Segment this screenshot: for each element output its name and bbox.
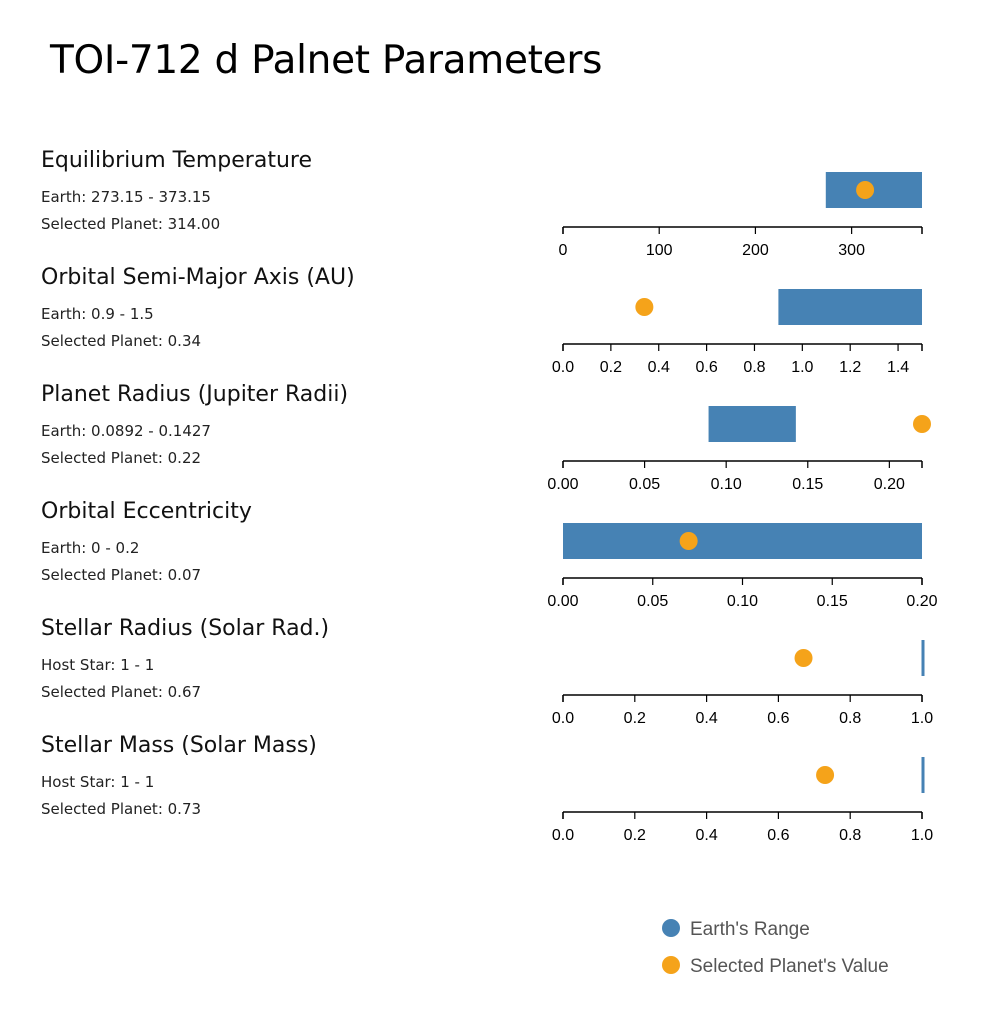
tick-label: 0.10 (711, 476, 742, 493)
parameter-range-text: Earth: 0 - 0.2 (41, 539, 140, 557)
parameter-value-text: Selected Planet: 0.07 (41, 566, 202, 584)
tick-label: 0.2 (624, 710, 646, 727)
legend-range-swatch (662, 919, 680, 937)
tick-label: 0.00 (547, 593, 578, 610)
parameter-value-text: Selected Planet: 0.22 (41, 449, 202, 467)
parameter-range-text: Earth: 0.0892 - 0.1427 (41, 422, 211, 440)
range-bar (708, 406, 796, 442)
tick-label: 0.6 (767, 710, 789, 727)
tick-label: 0.2 (600, 359, 622, 376)
value-dot (913, 415, 931, 433)
parameter-name: Orbital Semi-Major Axis (AU) (41, 265, 355, 290)
parameter-name: Planet Radius (Jupiter Radii) (41, 382, 349, 407)
parameter-value-text: Selected Planet: 314.00 (41, 215, 221, 233)
tick-label: 0.8 (743, 359, 765, 376)
tick-label: 0.15 (792, 476, 823, 493)
legend-value-swatch (662, 956, 680, 974)
value-dot (679, 532, 698, 550)
parameter-value-text: Selected Planet: 0.67 (41, 683, 202, 701)
tick-label: 1.0 (791, 359, 813, 376)
tick-label: 200 (742, 242, 769, 259)
parameter-name: Stellar Mass (Solar Mass) (41, 733, 317, 758)
parameter-value-text: Selected Planet: 0.73 (41, 800, 202, 818)
parameter-block: Planet Radius (Jupiter Radii) Earth: 0.08… (41, 382, 521, 472)
range-bar (563, 523, 922, 559)
parameter-range-text: Earth: 0.9 - 1.5 (41, 305, 154, 323)
tick-label: 0.05 (629, 476, 660, 493)
tick-label: 0.4 (695, 710, 717, 727)
parameter-range-text: Earth: 273.15 - 373.15 (41, 188, 211, 206)
parameter-range-text: Host Star: 1 - 1 (41, 773, 155, 791)
tick-label: 0.4 (695, 827, 717, 844)
tick-label: 0.6 (767, 827, 789, 844)
parameter-block: Orbital Semi-Major Axis (AU) Earth: 0.9 -… (41, 265, 521, 355)
parameter-block: Orbital Eccentricity Earth: 0 - 0.2 Select… (41, 499, 521, 589)
tick-label: 0.8 (839, 710, 861, 727)
tick-label: 0.2 (624, 827, 646, 844)
tick-label: 1.2 (839, 359, 861, 376)
range-bar (921, 640, 925, 676)
range-bar (778, 289, 922, 325)
tick-label: 1.4 (887, 359, 909, 376)
tick-label: 0 (559, 242, 568, 259)
tick-label: 0.05 (637, 593, 668, 610)
tick-label: 100 (646, 242, 673, 259)
parameter-name: Orbital Eccentricity (41, 499, 252, 524)
value-dot (816, 766, 835, 784)
range-bar (921, 757, 925, 793)
tick-label: 0.20 (906, 593, 937, 610)
tick-label: 0.15 (817, 593, 848, 610)
tick-label: 300 (838, 242, 865, 259)
parameter-block: Stellar Radius (Solar Rad.) Host Star: 1 … (41, 616, 521, 706)
tick-label: 0.4 (648, 359, 670, 376)
legend-value-label: Selected Planet's Value (690, 956, 889, 977)
parameter-value-text: Selected Planet: 0.34 (41, 332, 202, 350)
page-title: TOI-712 d Palnet Parameters (50, 38, 603, 83)
parameter-name: Stellar Radius (Solar Rad.) (41, 616, 330, 641)
tick-label: 0.10 (727, 593, 758, 610)
tick-label: 1.0 (911, 827, 933, 844)
parameter-block: Stellar Mass (Solar Mass) Host Star: 1 - … (41, 733, 521, 823)
tick-label: 0.0 (552, 827, 574, 844)
value-dot (635, 298, 654, 316)
tick-label: 0.0 (552, 710, 574, 727)
tick-label: 0.8 (839, 827, 861, 844)
tick-label: 0.00 (547, 476, 578, 493)
legend-range-label: Earth's Range (690, 919, 810, 940)
tick-label: 1.0 (911, 710, 933, 727)
tick-label: 0.6 (695, 359, 717, 376)
parameter-block: Equilibrium Temperature Earth: 273.15 - 3… (41, 148, 521, 238)
tick-label: 0.20 (874, 476, 905, 493)
parameter-name: Equilibrium Temperature (41, 148, 312, 173)
tick-label: 0.0 (552, 359, 574, 376)
value-dot (794, 649, 813, 667)
value-dot (856, 181, 875, 199)
parameter-range-text: Host Star: 1 - 1 (41, 656, 155, 674)
